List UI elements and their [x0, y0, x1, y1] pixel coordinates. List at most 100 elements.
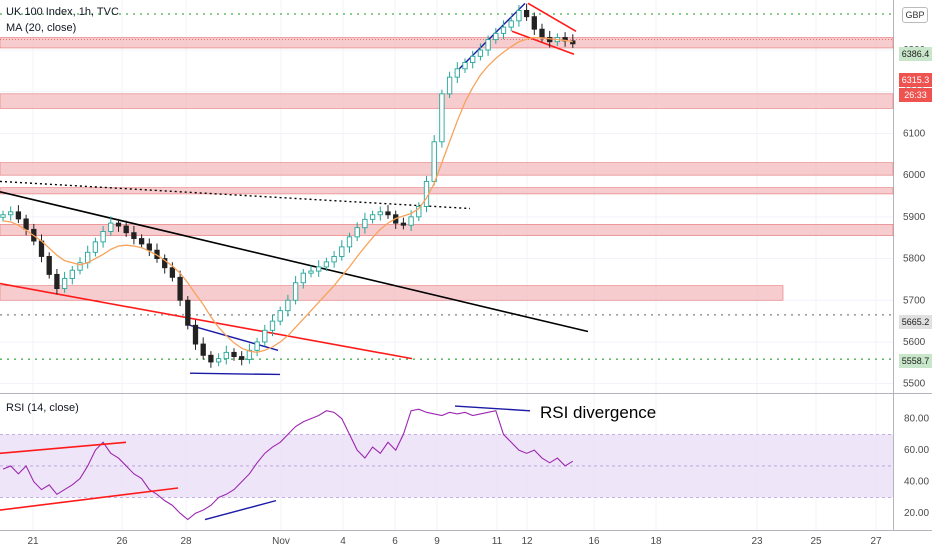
candle-body — [508, 20, 514, 28]
candle-body — [200, 343, 206, 356]
candle-body — [331, 256, 337, 263]
time-tick-label: 21 — [27, 536, 39, 547]
sr-zone — [0, 93, 894, 109]
candle-body — [516, 9, 522, 22]
candle-body — [15, 211, 22, 220]
candle-body — [316, 266, 322, 272]
candle-body — [416, 205, 422, 218]
candle-body — [8, 211, 14, 216]
time-tick-label: 12 — [521, 536, 533, 547]
time-tick-label: 4 — [340, 536, 346, 547]
sr-zone — [0, 162, 894, 176]
time-tick-label: 25 — [810, 536, 822, 547]
candle-body — [169, 267, 176, 278]
candle-body — [138, 238, 145, 245]
rsi-tick-label: 60.00 — [904, 445, 929, 456]
time-tick-label: 27 — [870, 536, 882, 547]
candle-body — [500, 26, 507, 34]
rsi-tick-label: 20.00 — [904, 508, 929, 519]
candle-body — [277, 310, 283, 322]
price-tick-label: 6100 — [903, 128, 926, 139]
candle-body — [431, 141, 437, 182]
time-tick-label: 16 — [588, 536, 600, 547]
rsi-trendline-upper — [0, 441, 127, 455]
currency-badge[interactable]: GBP — [902, 7, 928, 23]
candle-body — [23, 218, 29, 230]
candle-body — [192, 324, 199, 345]
rsi-line — [2, 408, 574, 521]
rsi-tick-label: 40.00 — [904, 477, 929, 488]
price-tick-label: 5800 — [903, 254, 926, 265]
candle-body — [300, 272, 306, 284]
candle-body — [177, 276, 183, 301]
candle-body — [262, 329, 268, 343]
ma-label: MA (20, close) — [6, 22, 77, 34]
rsi-label: RSI (14, close) — [6, 402, 79, 414]
chart-title: UK 100 Index, 1h, TVC — [6, 6, 119, 18]
time-tick-label: 18 — [650, 536, 662, 547]
candle-body — [46, 256, 52, 275]
candle-body — [162, 258, 168, 269]
candle-body — [385, 211, 391, 216]
price-tick-label: 5900 — [903, 212, 926, 223]
sr-zone — [0, 224, 894, 236]
candle-body — [185, 299, 191, 326]
falling-wedge-top — [189, 324, 279, 351]
ma-line — [2, 36, 573, 354]
candle-body — [77, 262, 83, 271]
falling-wedge-bottom — [189, 372, 281, 376]
candle-body — [223, 351, 229, 360]
candle-body — [323, 261, 330, 268]
rsi-divergence-high — [454, 405, 531, 412]
candle-body — [54, 273, 60, 290]
rising-channel-line — [454, 2, 526, 74]
red-channel-line — [0, 282, 413, 360]
candle-body — [285, 299, 291, 312]
candle-body — [246, 349, 253, 360]
candle-body — [231, 351, 237, 358]
rsi-trendline-lower — [0, 487, 179, 511]
rsi-divergence-annotation: RSI divergence — [540, 403, 657, 422]
sr-zone — [0, 285, 784, 301]
candle-body — [531, 16, 537, 30]
flag-top-line — [527, 2, 577, 32]
price-tick-label: 5700 — [903, 295, 926, 306]
candle-body — [254, 341, 260, 351]
candle-body — [454, 68, 460, 78]
candle-body — [208, 354, 214, 363]
candle-body — [100, 230, 106, 243]
candle-body — [69, 269, 75, 280]
candle-body — [269, 320, 276, 331]
price-tick-label: 5500 — [903, 379, 926, 390]
candle-body — [0, 214, 6, 218]
candle-body — [477, 49, 484, 57]
candle-body — [485, 39, 491, 51]
candle-body — [493, 32, 499, 41]
candle-body — [61, 278, 68, 290]
time-tick-label: 9 — [434, 536, 440, 547]
candle-body — [377, 211, 383, 216]
time-tick-label: 26 — [116, 536, 128, 547]
candle-body — [523, 9, 530, 18]
sr-zone — [0, 187, 894, 195]
dotted-resistance-line — [0, 180, 471, 210]
time-tick-label: 23 — [751, 536, 763, 547]
time-tick-label: 6 — [392, 536, 398, 547]
rsi-divergence-low — [204, 499, 277, 521]
time-tick-label: 28 — [180, 536, 192, 547]
candle-body — [308, 270, 314, 274]
candle-body — [369, 214, 376, 220]
candle-body — [408, 216, 414, 226]
currency-label: GBP — [905, 10, 925, 20]
candle-body — [339, 246, 345, 257]
candle-body — [146, 243, 152, 251]
countdown-badge: 26:33 — [899, 88, 932, 102]
candle-body — [215, 358, 222, 363]
candle-body — [539, 28, 545, 38]
time-tick-label: 11 — [492, 536, 503, 547]
candle-body — [108, 222, 114, 232]
candle-body — [346, 236, 353, 248]
time-tick-label: Nov — [272, 536, 290, 547]
